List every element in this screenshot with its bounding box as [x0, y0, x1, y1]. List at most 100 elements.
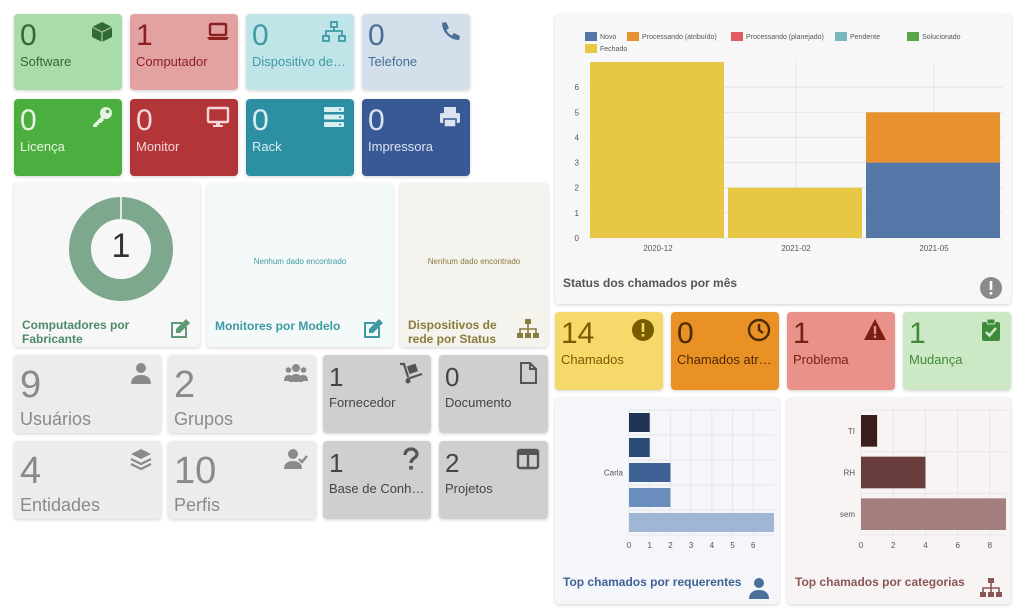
card-chamados[interactable]: 14 Chamados — [555, 312, 663, 390]
status-by-month-chart: 0 1 2 3 4 5 6 2020-12 2021-02 2021-05 Novo Processa… — [575, 32, 1003, 253]
card-count: 10 — [174, 450, 217, 492]
card-count: 1 — [909, 317, 926, 350]
card-licença[interactable]: 0 Licença — [14, 99, 122, 176]
x-tick-label: 8 — [988, 541, 993, 550]
card-label: Chamados — [561, 352, 624, 367]
panel-title: Top chamados por categorias — [795, 575, 965, 589]
status-by-month-panel: 0 1 2 3 4 5 6 2020-12 2021-02 2021-05 Novo Processa… — [555, 14, 1011, 304]
card-count: 1 — [793, 317, 810, 350]
card-entidades[interactable]: 4 Entidades — [14, 441, 161, 519]
bar[interactable] — [866, 162, 1000, 238]
y-tick-label: Carla — [604, 469, 624, 478]
card-grupos[interactable]: 2 Grupos — [168, 355, 316, 433]
user-icon — [129, 361, 153, 385]
computers-by-maker-panel: 1 Computadores por Fabricante — [14, 183, 200, 347]
x-tick-label: 4 — [710, 541, 715, 550]
bar[interactable] — [861, 498, 1006, 530]
y-tick-label: 2 — [575, 184, 580, 193]
x-tick-label: 2 — [891, 541, 896, 550]
legend-swatch — [907, 32, 919, 41]
bar[interactable] — [629, 413, 650, 432]
card-problema[interactable]: 1 Problema — [787, 312, 895, 390]
card-usuários[interactable]: 9 Usuários — [14, 355, 161, 433]
edit-icon[interactable] — [168, 317, 192, 341]
bar[interactable] — [629, 438, 650, 457]
card-computador[interactable]: 1 Computador — [130, 14, 238, 90]
card-projetos[interactable]: 2 Projetos — [439, 441, 548, 519]
bar[interactable] — [728, 187, 862, 238]
donut-chart — [69, 197, 173, 301]
x-tick-label: 5 — [730, 541, 735, 550]
warning-icon — [863, 318, 887, 342]
edit-icon[interactable] — [361, 317, 385, 341]
panel-title: Status dos chamados por mês — [563, 276, 738, 290]
bar[interactable] — [590, 62, 724, 238]
legend-label: Pendente — [850, 34, 880, 41]
card-label: Usuários — [20, 409, 92, 429]
card-label: Entidades — [20, 495, 101, 515]
top-requesters-chart: 0 1 2 3 4 5 6 Carla — [604, 409, 774, 550]
card-base[interactable]: 1 Base de Conhecimento — [323, 441, 431, 519]
monitor-icon — [206, 105, 230, 129]
card-chamados-atrasados[interactable]: 0 Chamados atrasados — [671, 312, 779, 390]
x-tick-label: 0 — [859, 541, 864, 550]
card-software[interactable]: 0 Software — [14, 14, 122, 90]
card-perfis[interactable]: 10 Perfis — [168, 441, 316, 519]
bar[interactable] — [861, 456, 926, 489]
box-icon — [90, 20, 114, 44]
y-tick-label: 0 — [575, 234, 580, 243]
card-impressora[interactable]: 0 Impressora — [362, 99, 470, 176]
user-check-icon — [284, 447, 308, 471]
card-count: 2 — [174, 364, 196, 406]
y-tick-label: RH — [843, 469, 855, 478]
x-tick-label: 3 — [689, 541, 694, 550]
sitemap-icon — [516, 317, 540, 341]
card-label: Dispositivo de rede — [252, 54, 348, 69]
legend-swatch — [585, 32, 597, 41]
key-icon — [90, 105, 114, 129]
legend-label: Processando (planejado) — [746, 34, 824, 41]
card-rack[interactable]: 0 Rack — [246, 99, 354, 176]
y-tick-label: 4 — [575, 133, 580, 142]
bar[interactable] — [866, 112, 1000, 163]
card-count: 0 — [368, 104, 385, 137]
top-categories-chart: 0 2 4 6 8 TI RH sem — [840, 409, 1006, 550]
card-label: Licença — [20, 139, 65, 154]
card-count: 0 — [677, 317, 694, 350]
card-label: Projetos — [445, 481, 493, 496]
card-documento[interactable]: 0 Documento — [439, 355, 548, 433]
card-monitor[interactable]: 0 Monitor — [130, 99, 238, 176]
exclamation-circle-icon — [631, 318, 655, 342]
top-categories-panel: 0 2 4 6 8 TI RH sem Top chamados por categorias — [787, 398, 1011, 604]
x-tick-label: 2021-02 — [781, 244, 811, 253]
x-tick-label: 6 — [955, 541, 960, 550]
clock-icon — [747, 318, 771, 342]
x-tick-label: 4 — [923, 541, 928, 550]
card-fornecedor[interactable]: 1 Fornecedor — [323, 355, 431, 433]
x-tick-label: 2021-05 — [919, 244, 949, 253]
card-label: Rack — [252, 139, 282, 154]
legend-label: Processando (atribuído) — [642, 34, 717, 41]
bar[interactable] — [629, 463, 671, 482]
file-icon — [516, 361, 540, 385]
monitors-by-model-panel: Nenhum dado encontrado Monitores por Mod… — [207, 183, 393, 347]
network-by-status-panel: Nenhum dado encontrado Dispositivos de r… — [400, 183, 548, 347]
dolly-icon — [399, 361, 423, 385]
card-label: Telefone — [368, 54, 418, 69]
card-count: 0 — [252, 19, 269, 52]
card-mudança[interactable]: 1 Mudança — [903, 312, 1011, 390]
legend-label: Novo — [600, 34, 616, 41]
clipboard-check-icon — [979, 318, 1003, 342]
bar[interactable] — [861, 415, 878, 447]
card-telefone[interactable]: 0 Telefone — [362, 14, 470, 90]
x-tick-label: 2020-12 — [643, 244, 673, 253]
bar[interactable] — [629, 488, 671, 507]
layers-icon — [129, 447, 153, 471]
card-dispositivo[interactable]: 0 Dispositivo de rede — [246, 14, 354, 90]
card-count: 0 — [252, 104, 269, 137]
card-label: Fornecedor — [329, 395, 396, 410]
top-requesters-panel: 0 1 2 3 4 5 6 Carla Top chamados por requerente… — [555, 398, 779, 604]
bar[interactable] — [629, 513, 774, 532]
x-tick-label: 0 — [627, 541, 632, 550]
donut-value: 1 — [111, 227, 131, 265]
